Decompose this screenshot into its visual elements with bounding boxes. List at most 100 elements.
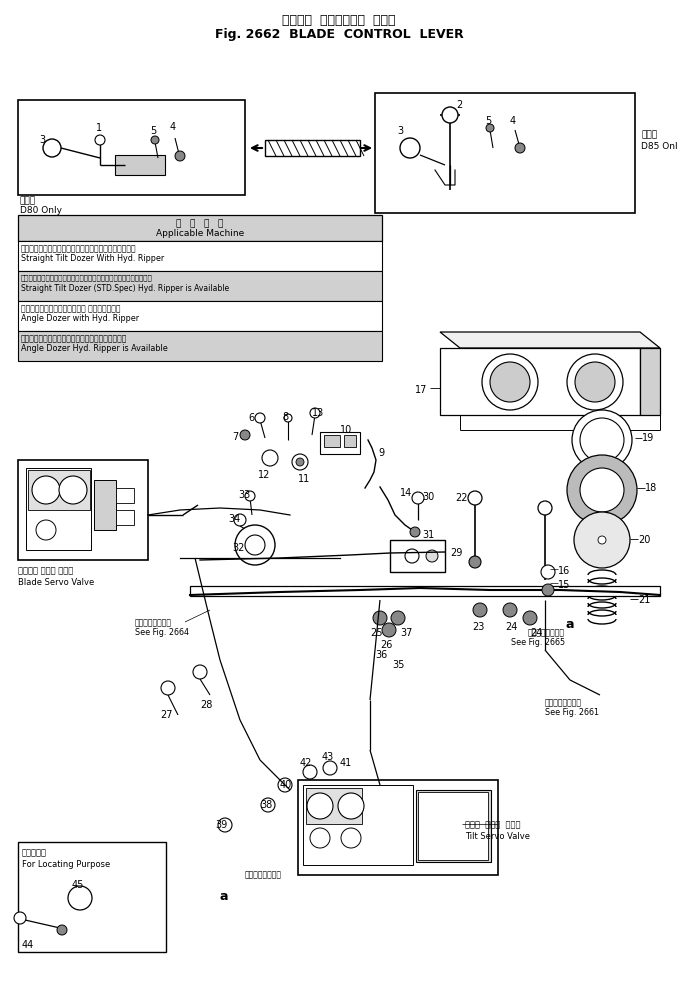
Circle shape — [175, 151, 185, 161]
Text: 第２６６１図参照: 第２６６１図参照 — [545, 698, 582, 707]
Text: アングルドーザハイドロリック リッパー装着車: アングルドーザハイドロリック リッパー装着車 — [21, 304, 121, 313]
Text: 17: 17 — [415, 385, 427, 395]
Bar — [18, 271, 382, 301]
Bar — [418, 792, 488, 860]
Text: 24: 24 — [505, 622, 517, 632]
Circle shape — [473, 603, 487, 617]
Polygon shape — [440, 332, 660, 348]
Circle shape — [575, 362, 615, 402]
Text: 2: 2 — [456, 100, 462, 110]
Text: 第２６６４図参照: 第２６６４図参照 — [135, 618, 172, 627]
Bar — [18, 331, 382, 361]
Circle shape — [391, 611, 405, 625]
Bar — [26, 468, 91, 550]
Text: 26: 26 — [380, 640, 393, 650]
Text: 45: 45 — [72, 880, 84, 890]
Circle shape — [234, 514, 246, 526]
Circle shape — [32, 476, 60, 504]
Circle shape — [567, 354, 623, 410]
Circle shape — [567, 455, 637, 525]
Text: Straight Tilt Dozer (STD.Spec) Hyd. Ripper is Available: Straight Tilt Dozer (STD.Spec) Hyd. Ripp… — [21, 284, 229, 293]
Text: Angle Dozer Hyd. Ripper is Available: Angle Dozer Hyd. Ripper is Available — [21, 344, 167, 353]
Bar — [116, 510, 134, 525]
Circle shape — [240, 430, 250, 440]
Text: 27: 27 — [160, 710, 172, 720]
Bar — [18, 842, 166, 952]
Text: アングルドーザハイドロリックリッパー装着可能車: アングルドーザハイドロリックリッパー装着可能車 — [21, 334, 127, 343]
Text: 42: 42 — [300, 758, 313, 768]
Text: See Fig. 2664: See Fig. 2664 — [135, 628, 189, 637]
Text: 34: 34 — [228, 514, 240, 524]
Polygon shape — [640, 348, 660, 415]
Bar — [416, 790, 491, 862]
Text: 7: 7 — [232, 432, 238, 442]
Circle shape — [538, 501, 552, 515]
Text: See Fig. 2661: See Fig. 2661 — [545, 708, 599, 717]
Circle shape — [469, 556, 481, 568]
Text: 5: 5 — [485, 116, 492, 126]
Text: 位置決め用: 位置決め用 — [22, 848, 47, 857]
Text: 24: 24 — [530, 628, 542, 638]
Circle shape — [218, 818, 232, 832]
Text: 36: 36 — [375, 650, 387, 660]
Circle shape — [57, 925, 67, 935]
Text: For Locating Purpose: For Locating Purpose — [22, 860, 111, 869]
Text: 20: 20 — [638, 535, 650, 545]
Bar — [344, 435, 356, 447]
Text: 11: 11 — [298, 474, 311, 484]
Bar — [265, 140, 360, 156]
Circle shape — [490, 362, 530, 402]
Circle shape — [373, 611, 387, 625]
Bar — [28, 470, 90, 510]
Circle shape — [245, 535, 265, 555]
Bar — [116, 488, 134, 503]
Text: 3: 3 — [397, 126, 403, 136]
Text: 19: 19 — [642, 433, 654, 443]
Circle shape — [310, 828, 330, 848]
Text: Straight Tilt Dozer With Hyd. Ripper: Straight Tilt Dozer With Hyd. Ripper — [21, 254, 164, 263]
Text: Blade Servo Valve: Blade Servo Valve — [18, 578, 94, 586]
Circle shape — [255, 413, 265, 423]
Text: ブレード  コントロール  レバー: ブレード コントロール レバー — [282, 14, 396, 27]
Text: Fig. 2662  BLADE  CONTROL  LEVER: Fig. 2662 BLADE CONTROL LEVER — [215, 28, 463, 41]
Circle shape — [523, 611, 537, 625]
Text: 39: 39 — [215, 820, 227, 830]
Text: 3: 3 — [39, 135, 45, 145]
Text: 43: 43 — [322, 752, 334, 762]
Circle shape — [426, 550, 438, 562]
Bar — [18, 241, 382, 271]
Bar — [115, 155, 165, 175]
Circle shape — [572, 410, 632, 470]
Circle shape — [36, 520, 56, 540]
Text: 4: 4 — [510, 116, 516, 126]
Bar — [320, 432, 360, 454]
Circle shape — [14, 912, 26, 924]
Text: チルト  サーボ  バルブ: チルト サーボ バルブ — [465, 820, 521, 829]
Circle shape — [323, 761, 337, 775]
Text: 14: 14 — [400, 488, 412, 498]
Circle shape — [468, 491, 482, 505]
Text: 専　用: 専 用 — [641, 130, 657, 139]
Circle shape — [235, 525, 275, 565]
Text: ストレートチルトドーザ標準仕様ハイドロリックリッパー適用可能車: ストレートチルトドーザ標準仕様ハイドロリックリッパー適用可能車 — [21, 274, 153, 281]
Text: 29: 29 — [450, 548, 462, 558]
Text: 5: 5 — [150, 126, 156, 136]
Text: 第２６６５図参照: 第２６６５図参照 — [528, 628, 565, 637]
Circle shape — [307, 793, 333, 819]
Text: 25: 25 — [370, 628, 382, 638]
Circle shape — [410, 527, 420, 537]
Text: ブレード サーボ バルブ: ブレード サーボ バルブ — [18, 566, 73, 575]
Text: Angle Dozer with Hyd. Ripper: Angle Dozer with Hyd. Ripper — [21, 314, 139, 323]
Text: Applicable Machine: Applicable Machine — [156, 229, 244, 238]
Text: 32: 32 — [232, 543, 244, 553]
Text: 41: 41 — [340, 758, 353, 768]
Circle shape — [68, 886, 92, 910]
Text: 40: 40 — [280, 780, 292, 790]
Text: 4: 4 — [170, 122, 176, 132]
Circle shape — [292, 454, 308, 470]
Text: 38: 38 — [260, 800, 273, 810]
Circle shape — [580, 418, 624, 462]
Text: 37: 37 — [400, 628, 412, 638]
Text: ストレートチルトドーザハイドロリックリッパー装着車: ストレートチルトドーザハイドロリックリッパー装着車 — [21, 244, 137, 253]
Circle shape — [59, 476, 87, 504]
